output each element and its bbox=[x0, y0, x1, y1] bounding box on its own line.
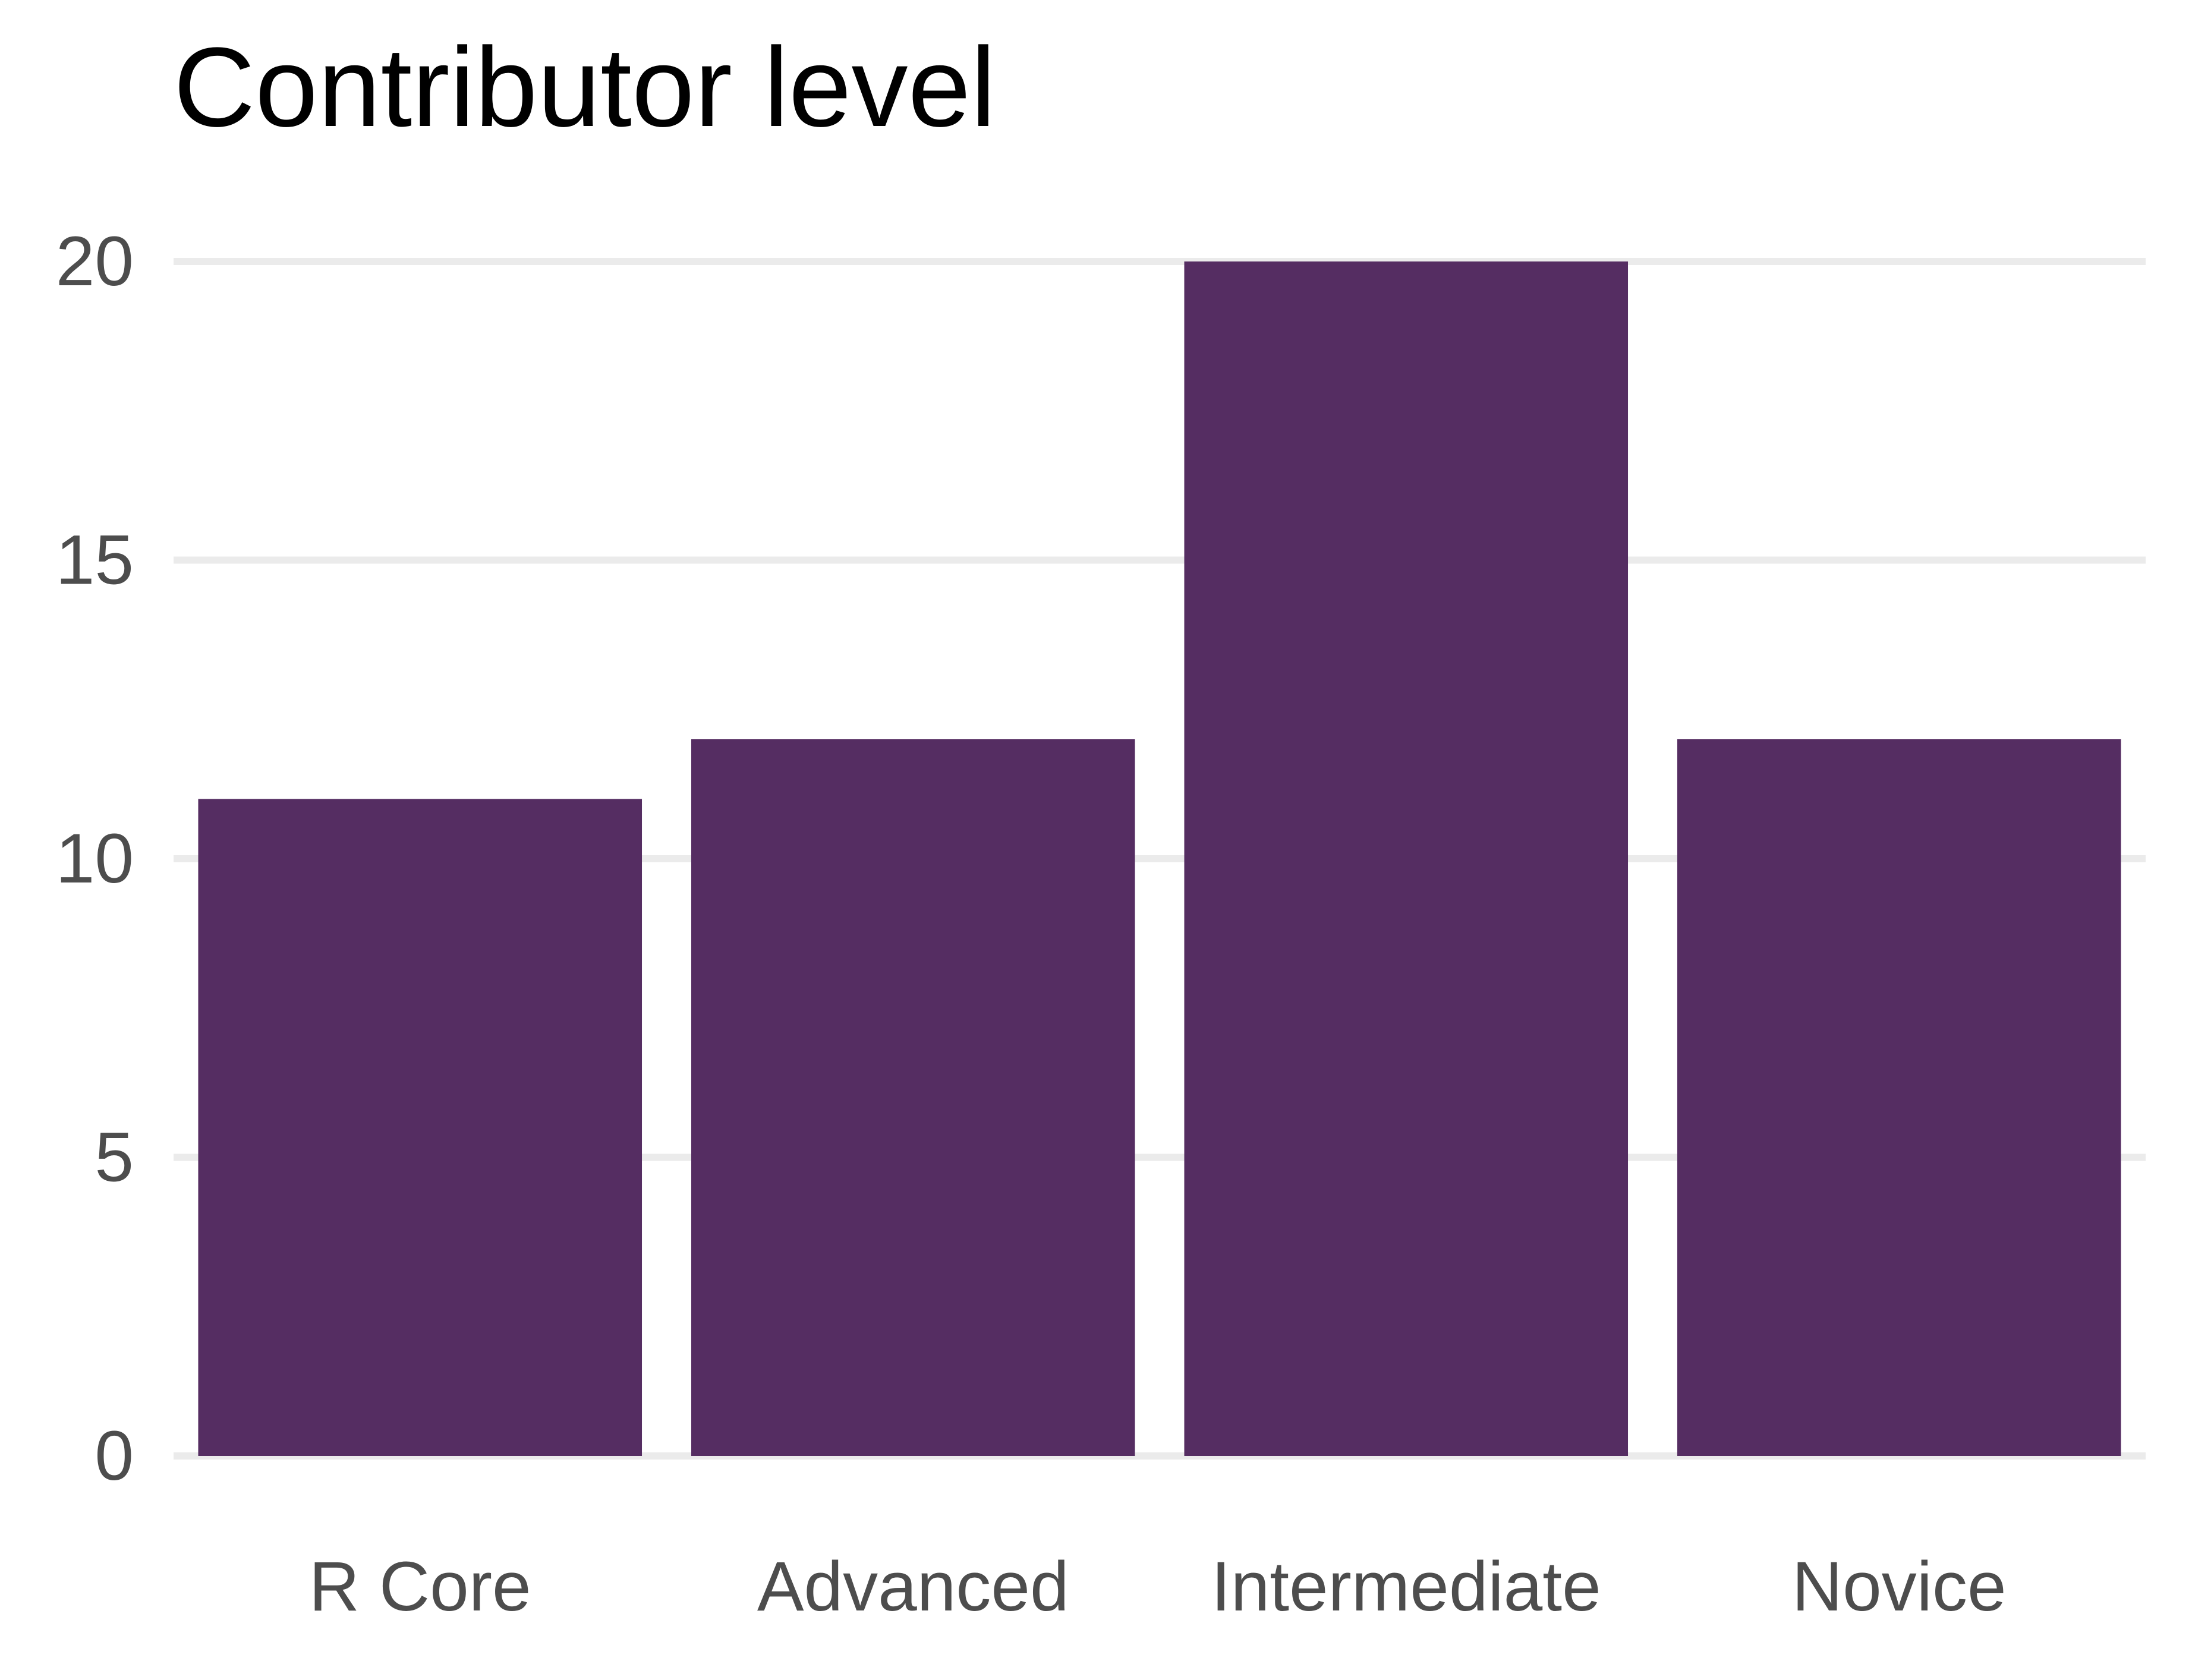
x-tick-label: Novice bbox=[1792, 1547, 2007, 1626]
x-tick-label: Advanced bbox=[757, 1547, 1069, 1626]
y-tick-label: 15 bbox=[56, 521, 134, 600]
x-tick-label: Intermediate bbox=[1211, 1547, 1601, 1626]
x-axis-tick-labels: R Core Advanced Intermediate Novice bbox=[309, 1547, 2007, 1626]
bar-intermediate bbox=[1184, 261, 1629, 1456]
y-tick-label: 5 bbox=[95, 1118, 134, 1197]
y-axis-tick-labels: 0 5 10 15 20 bbox=[56, 222, 134, 1495]
chart-title: Contributor level bbox=[174, 24, 996, 150]
y-tick-label: 20 bbox=[56, 222, 134, 301]
bar-advanced bbox=[691, 739, 1135, 1456]
y-tick-label: 10 bbox=[56, 819, 134, 898]
x-tick-label: R Core bbox=[309, 1547, 531, 1626]
bars bbox=[198, 261, 2121, 1456]
bar-novice bbox=[1677, 739, 2121, 1456]
bar-r-core bbox=[198, 799, 643, 1456]
y-tick-label: 0 bbox=[95, 1417, 134, 1495]
